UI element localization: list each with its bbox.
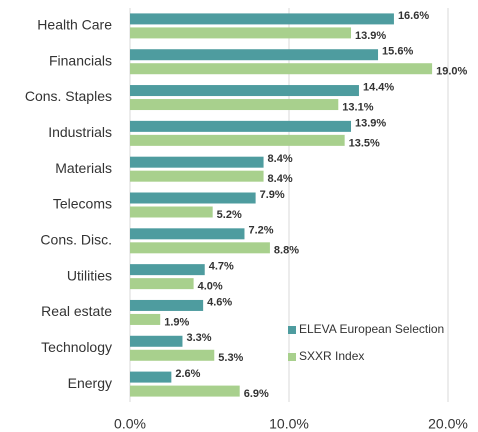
value-label: 1.9% [164,316,189,328]
value-label: 4.0% [198,281,223,293]
value-label: 7.9% [260,189,285,201]
y-tick-label: Health Care [37,17,112,33]
x-tick-label: 0.0% [114,416,146,432]
bar [130,134,345,146]
y-tick-label: Energy [68,375,112,391]
y-tick-label: Industrials [48,124,112,140]
legend-swatch [288,353,296,361]
value-label: 7.2% [248,225,273,237]
value-label: 5.2% [217,209,242,221]
bar [130,192,256,204]
x-tick-label: 20.0% [428,416,468,432]
y-tick-label: Real estate [41,303,112,319]
y-tick-label: Financials [49,52,112,68]
bar [130,49,379,61]
bar [130,278,194,290]
value-label: 3.3% [186,332,211,344]
bar [130,371,172,383]
value-label: 13.5% [349,137,380,149]
bar [130,228,245,240]
bar [130,335,183,347]
bar [130,349,215,361]
value-label: 8.8% [274,245,299,257]
value-label: 4.7% [209,261,234,273]
bar [130,206,213,218]
value-label: 16.6% [398,10,429,22]
bar [130,13,394,25]
bar [130,313,161,325]
bar [130,99,339,111]
value-label: 15.6% [382,46,413,58]
y-tick-label: Telecoms [53,196,112,212]
value-label: 8.4% [268,153,293,165]
value-label: 5.3% [218,352,243,364]
bar [130,156,264,168]
bar [130,299,204,311]
y-tick-label: Technology [41,339,112,355]
value-label: 13.9% [355,30,386,42]
legend-label: ELEVA European Selection [299,322,444,336]
legend-swatch [288,326,296,334]
bar [130,63,433,75]
y-tick-label: Materials [55,160,112,176]
y-tick-label: Cons. Disc. [40,232,112,248]
value-label: 19.0% [436,66,467,78]
value-label: 13.1% [342,101,373,113]
bar [130,85,359,97]
value-label: 14.4% [363,81,394,93]
value-label: 4.6% [207,296,232,308]
value-label: 6.9% [244,388,269,400]
value-label: 13.9% [355,117,386,129]
bar [130,264,205,276]
bar [130,27,352,39]
legend-label: SXXR Index [299,349,364,363]
bar [130,120,352,132]
x-tick-label: 10.0% [269,416,309,432]
bar [130,170,264,182]
y-tick-label: Cons. Staples [25,88,112,104]
value-label: 2.6% [175,368,200,380]
bar [130,242,270,254]
value-label: 8.4% [268,173,293,185]
y-tick-label: Utilities [67,267,112,283]
bar [130,385,240,397]
